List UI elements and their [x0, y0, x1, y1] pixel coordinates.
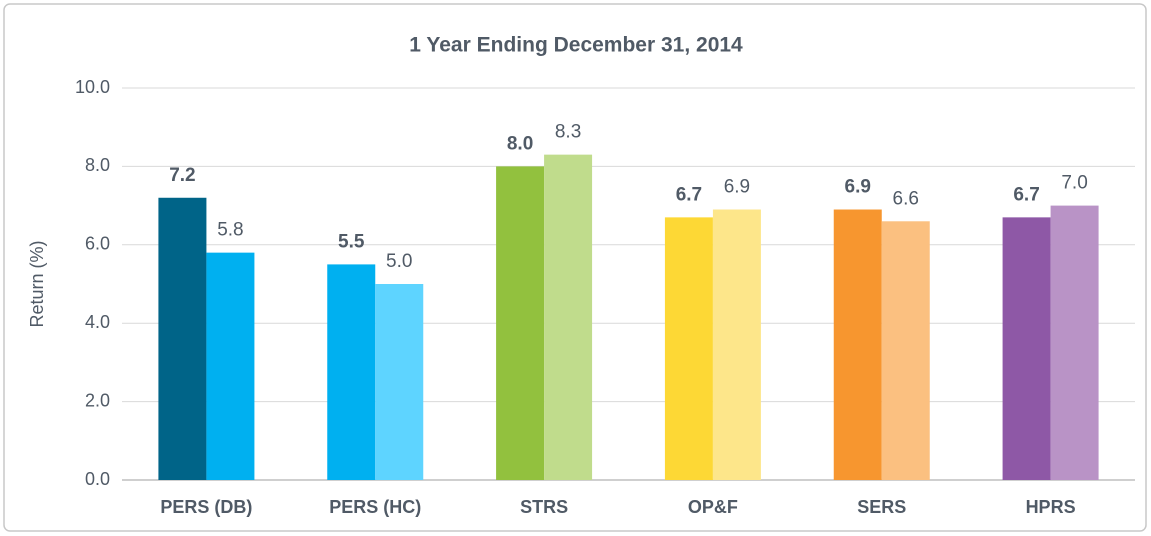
value-label: 6.7: [676, 184, 702, 205]
bar: [544, 154, 593, 480]
bar: [664, 217, 713, 481]
value-label: 5.5: [338, 231, 365, 252]
value-label: 8.3: [555, 122, 581, 143]
bar: [375, 284, 424, 480]
bar: [206, 252, 255, 480]
y-tick-label: 2.0: [85, 390, 110, 410]
value-label: 6.9: [724, 177, 750, 198]
value-label: 7.2: [169, 165, 195, 186]
x-tick-label: STRS: [520, 497, 568, 517]
x-tick-label: PERS (DB): [160, 497, 252, 517]
bar: [833, 209, 882, 480]
value-label: 6.7: [1013, 184, 1039, 205]
x-tick-label: PERS (HC): [329, 497, 421, 517]
value-label: 5.0: [386, 251, 412, 272]
value-label: 8.0: [507, 133, 533, 154]
y-tick-label: 10.0: [75, 77, 110, 97]
y-axis-label: Return (%): [27, 240, 47, 327]
bar: [496, 166, 545, 480]
value-label: 5.8: [217, 220, 243, 241]
bar: [327, 264, 376, 480]
bar: [881, 221, 930, 480]
y-tick-label: 0.0: [85, 469, 110, 489]
x-tick-label: OP&F: [688, 497, 738, 517]
value-label: 6.9: [845, 177, 871, 198]
x-tick-label: SERS: [857, 497, 906, 517]
y-tick-label: 8.0: [85, 155, 110, 175]
chart-title: 1 Year Ending December 31, 2014: [409, 34, 743, 57]
y-tick-label: 6.0: [85, 234, 110, 254]
x-tick-label: HPRS: [1026, 497, 1076, 517]
bar: [1002, 217, 1051, 481]
y-tick-label: 4.0: [85, 312, 110, 332]
bar: [158, 197, 207, 480]
bar: [712, 209, 761, 480]
value-label: 6.6: [893, 188, 919, 209]
bar: [1050, 205, 1099, 480]
value-label: 7.0: [1061, 173, 1087, 194]
